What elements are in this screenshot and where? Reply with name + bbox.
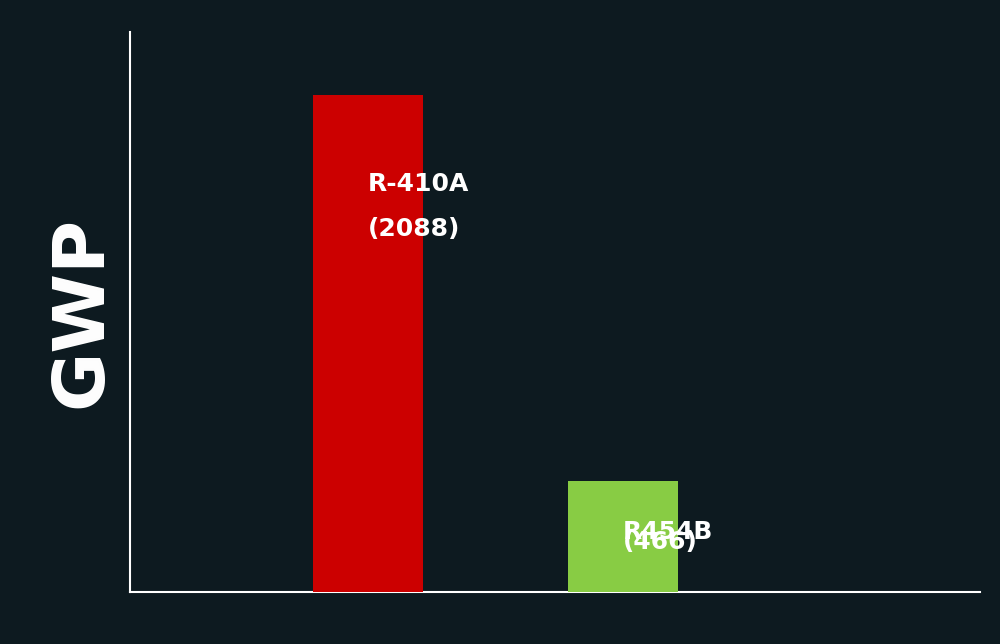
Bar	[568, 481, 678, 592]
Text: (2088): (2088)	[368, 217, 460, 241]
Y-axis label: GWP: GWP	[47, 216, 116, 408]
Text: R-410A: R-410A	[368, 173, 469, 196]
Text: (466): (466)	[623, 531, 698, 554]
Bar	[313, 95, 423, 592]
Text: R454B: R454B	[623, 520, 713, 544]
